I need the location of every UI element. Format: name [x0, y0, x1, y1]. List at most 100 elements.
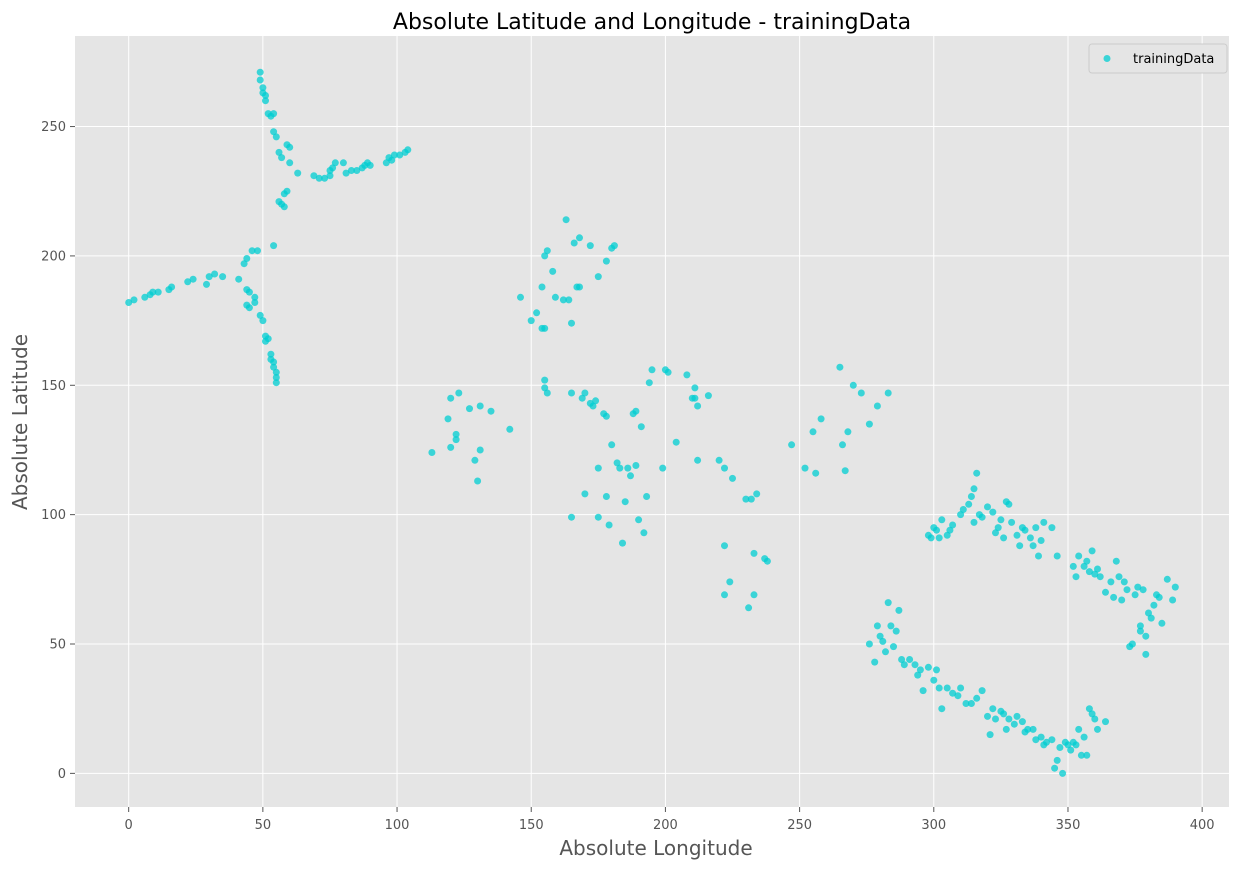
data-point — [933, 526, 940, 534]
data-point — [476, 402, 484, 410]
data-point — [315, 174, 323, 182]
x-tick-label: 250 — [787, 818, 812, 833]
data-point — [801, 464, 809, 472]
data-point — [245, 304, 253, 312]
data-point — [559, 296, 567, 304]
data-point — [1000, 534, 1008, 542]
data-point — [984, 712, 991, 720]
data-point — [640, 529, 648, 537]
data-point — [839, 441, 846, 449]
data-point — [849, 381, 857, 389]
data-point — [184, 278, 192, 286]
data-point — [763, 557, 771, 565]
data-point — [938, 705, 946, 713]
x-tick-label: 300 — [921, 818, 946, 833]
data-point — [1118, 596, 1126, 604]
data-point — [272, 368, 280, 376]
data-point — [452, 436, 460, 444]
data-point — [895, 606, 903, 614]
data-point — [1053, 552, 1061, 560]
data-point — [517, 293, 524, 301]
data-point — [884, 599, 892, 607]
data-point — [353, 167, 361, 174]
data-point — [189, 275, 197, 283]
data-point — [594, 513, 602, 521]
x-tick-label: 50 — [255, 818, 272, 833]
x-tick-label: 400 — [1190, 818, 1215, 833]
data-point — [602, 493, 610, 500]
data-point — [1051, 764, 1059, 772]
data-point — [973, 694, 981, 702]
data-point — [635, 516, 643, 524]
x-tick-label: 200 — [653, 818, 678, 833]
data-point — [1115, 573, 1123, 581]
data-point — [444, 415, 452, 423]
data-point — [1080, 562, 1088, 570]
data-point — [643, 493, 651, 500]
data-point — [632, 407, 640, 415]
data-point — [1032, 736, 1040, 744]
data-point — [527, 317, 535, 325]
data-point — [240, 260, 248, 268]
data-point — [259, 84, 267, 92]
data-point — [959, 506, 967, 513]
data-point — [141, 293, 149, 301]
data-point — [1123, 586, 1131, 594]
data-point — [487, 407, 495, 415]
data-point — [331, 159, 339, 167]
data-point — [949, 521, 957, 529]
data-point — [203, 280, 210, 288]
data-point — [683, 371, 691, 379]
data-point — [984, 503, 991, 511]
data-point — [890, 643, 897, 651]
data-point — [871, 658, 879, 666]
data-point — [613, 459, 621, 467]
data-point — [745, 604, 753, 612]
data-point — [812, 469, 820, 477]
data-point — [691, 384, 699, 392]
data-point — [962, 700, 970, 707]
data-point — [581, 389, 589, 397]
data-point — [248, 247, 256, 255]
y-axis-ticks: 0 50 100 150 200 250 — [41, 120, 75, 782]
data-point — [865, 420, 873, 428]
data-point — [270, 110, 278, 118]
legend-label: trainingData — [1133, 52, 1214, 67]
data-point — [1021, 526, 1029, 534]
data-point — [1000, 710, 1008, 718]
data-point — [1048, 736, 1056, 744]
data-point — [342, 169, 350, 177]
data-point — [1083, 751, 1091, 759]
data-point — [608, 441, 616, 449]
data-point — [149, 288, 157, 296]
legend-box — [1088, 43, 1228, 74]
data-point — [1067, 746, 1075, 754]
data-point — [992, 715, 999, 723]
data-point — [694, 402, 702, 410]
data-point — [844, 428, 852, 436]
data-point — [865, 640, 873, 648]
data-point — [1024, 725, 1032, 733]
data-point — [541, 252, 549, 260]
data-point — [452, 430, 460, 438]
data-point — [721, 591, 728, 599]
data-point — [267, 350, 275, 358]
data-point — [211, 270, 219, 278]
data-point — [581, 490, 589, 498]
data-point — [568, 513, 575, 521]
data-point — [927, 534, 935, 542]
data-point — [1035, 552, 1042, 560]
data-point — [788, 441, 796, 449]
data-point — [245, 288, 253, 296]
data-point — [1072, 741, 1080, 749]
data-point — [1171, 583, 1179, 591]
data-point — [632, 462, 640, 469]
data-point — [919, 687, 927, 695]
data-point — [578, 394, 586, 402]
data-point — [243, 255, 251, 262]
data-point — [286, 143, 294, 151]
data-point — [390, 151, 398, 159]
data-point — [565, 296, 573, 304]
data-point — [1094, 725, 1101, 733]
